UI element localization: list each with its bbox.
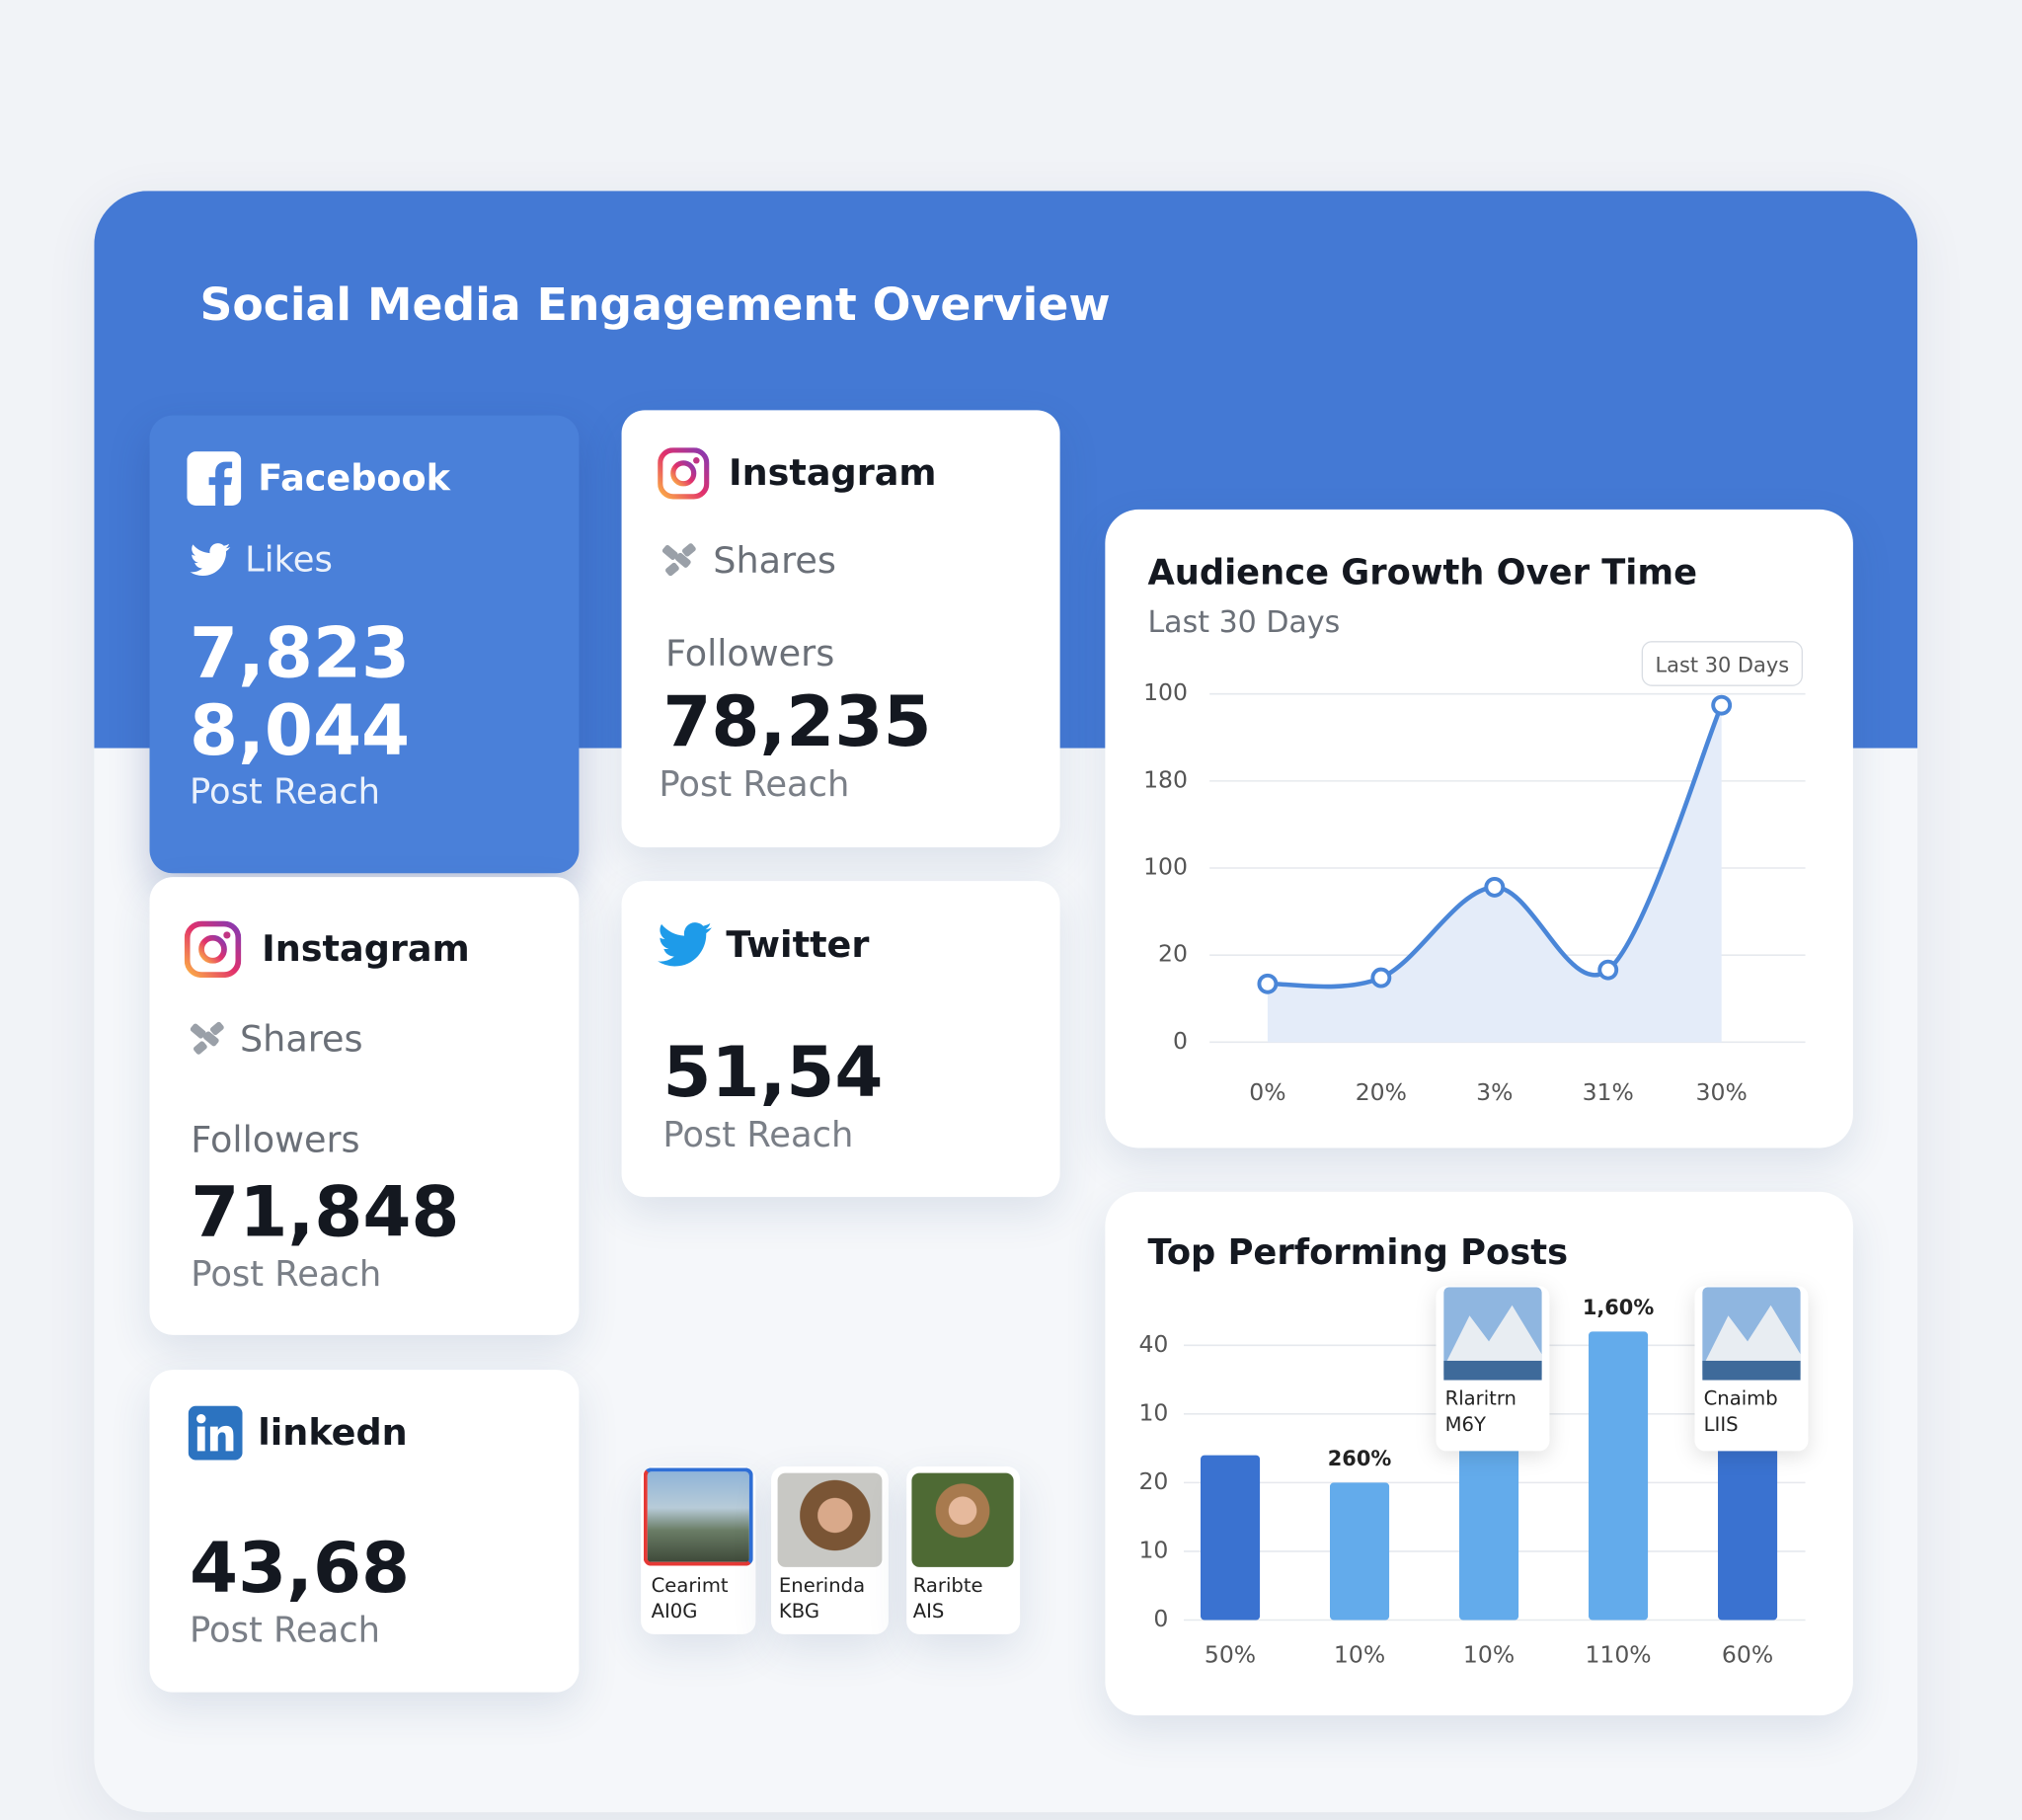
metric-footer: Post Reach	[189, 1611, 380, 1651]
platform-name: Instagram	[728, 451, 937, 495]
linkedin-icon	[188, 1405, 243, 1461]
facebook-icon	[187, 451, 242, 506]
metric-label: Followers	[664, 631, 835, 675]
metric-value: 8,044	[189, 689, 411, 772]
post-image	[777, 1472, 883, 1567]
range-button[interactable]: Last 30 Days	[1641, 641, 1803, 686]
post-image	[911, 1472, 1014, 1567]
post-caption: Raribte	[912, 1573, 983, 1597]
platform-name: Facebook	[258, 456, 450, 500]
metric-value: 7,823	[189, 612, 411, 694]
chart-subtitle: Last 30 Days	[1147, 605, 1341, 640]
metric-footer: Post Reach	[191, 1254, 382, 1296]
metric-label: Followers	[191, 1118, 360, 1161]
metric-value: 51,54	[662, 1031, 884, 1114]
post-caption: KBG	[778, 1599, 820, 1623]
instagram-icon	[184, 920, 242, 979]
instagram-card[interactable]	[621, 410, 1060, 848]
chart-title: Top Performing Posts	[1147, 1232, 1569, 1274]
shares-icon	[190, 1021, 224, 1055]
platform-name: linkedn	[258, 1410, 408, 1454]
metric-footer: Post Reach	[662, 1115, 854, 1156]
metric-footer: Post Reach	[659, 764, 850, 806]
post-caption: AI0G	[651, 1599, 698, 1623]
metric-label: Shares	[239, 1017, 363, 1061]
shares-icon	[661, 543, 696, 577]
metric-label: Likes	[245, 540, 333, 581]
platform-name: Instagram	[262, 927, 470, 971]
twitter-icon	[190, 543, 231, 576]
metric-value: 78,235	[662, 680, 932, 762]
platform-name: Twitter	[726, 923, 870, 967]
post-caption: Enerinda	[778, 1573, 866, 1597]
metric-footer: Post Reach	[189, 772, 380, 813]
metric-value: 43,68	[189, 1527, 411, 1609]
twitter-icon	[658, 922, 712, 967]
post-image	[643, 1467, 753, 1566]
chart-title: Audience Growth Over Time	[1147, 553, 1698, 593]
metric-value: 71,848	[191, 1170, 460, 1253]
post-caption: AIS	[912, 1599, 945, 1623]
page-title: Social Media Engagement Overview	[199, 279, 1111, 332]
post-caption: Cearimt	[651, 1573, 729, 1597]
instagram-icon	[658, 447, 710, 500]
metric-label: Shares	[713, 538, 836, 583]
